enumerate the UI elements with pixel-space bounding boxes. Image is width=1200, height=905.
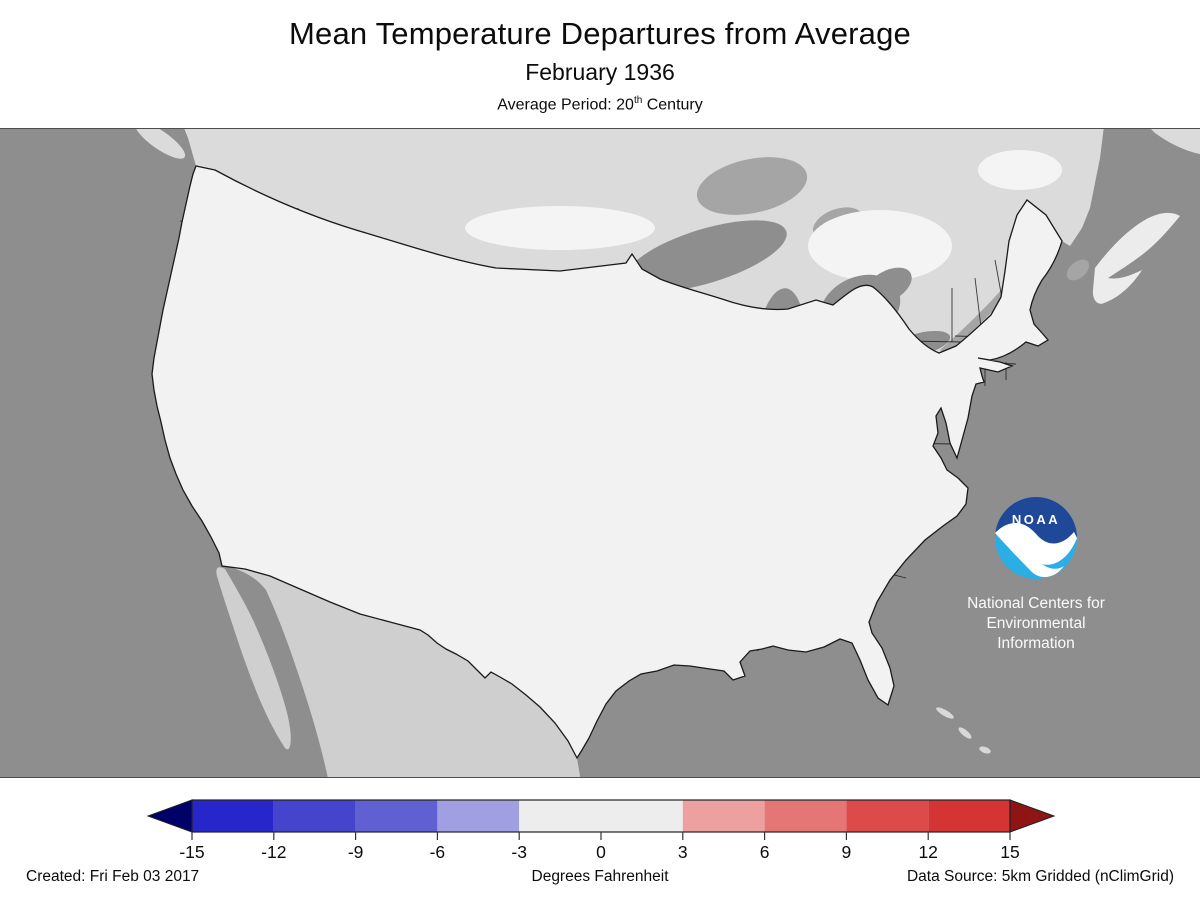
colorbar-segment-2 xyxy=(355,800,438,832)
page-subtitle: February 1936 xyxy=(525,59,675,85)
colorbar-tick-label: -9 xyxy=(348,842,364,862)
colorbar-tick-label: 15 xyxy=(1000,842,1019,862)
colorbar-segment-6 xyxy=(682,800,765,832)
colorbar-segment-8 xyxy=(846,800,929,832)
average-period-prefix: Average Period: 20 xyxy=(497,96,634,114)
colorbar-tick-label: 0 xyxy=(596,842,606,862)
colorbar-canvas: -15 -12 -9 -6 -3 0 3 6 9 12 15 xyxy=(146,799,1056,862)
colorbar-tick-label: 3 xyxy=(678,842,688,862)
map-canvas: NOAA National Centers for Environmental … xyxy=(0,118,1200,788)
noaa-seagull-icon xyxy=(995,522,1077,578)
colorbar-tickmarks xyxy=(191,832,1011,840)
colorbar-tick-label: 6 xyxy=(760,842,770,862)
footer: Created: Fri Feb 03 2017 Degrees Fahrenh… xyxy=(0,868,1200,886)
colorbar-segment-5 xyxy=(601,800,683,832)
noaa-caption-line1: National Centers for xyxy=(967,595,1105,612)
created-date: Created: Fri Feb 03 2017 xyxy=(26,868,200,885)
colorbar-tick-label: -6 xyxy=(430,842,446,862)
colorbar-tick-label: -3 xyxy=(511,842,527,862)
lake-superior xyxy=(625,220,787,292)
colorbar-segment-3 xyxy=(437,800,520,832)
colorbar-tick-label: 12 xyxy=(918,842,937,862)
colorbar-tick-label: 9 xyxy=(842,842,852,862)
canada-snow-patches xyxy=(465,150,1062,282)
colorbar-tick-labels: -15 -12 -9 -6 -3 0 3 6 9 12 15 xyxy=(179,842,1019,862)
bahamas-islands xyxy=(936,707,991,754)
colorbar-segment-9 xyxy=(928,800,1010,832)
noaa-logo-text: NOAA xyxy=(1012,512,1060,527)
noaa-caption-line2: Environmental xyxy=(986,615,1085,632)
average-period-suffix: Century xyxy=(642,96,703,114)
average-period-label: Average Period: 20th Century xyxy=(0,95,1200,114)
data-source: Data Source: 5km Gridded (nClimGrid) xyxy=(906,868,1174,885)
colorbar: -15 -12 -9 -6 -3 0 3 6 9 12 15 xyxy=(0,792,1200,866)
nova-scotia xyxy=(1092,212,1180,304)
colorbar-segment-1 xyxy=(273,800,356,832)
page-title: Mean Temperature Departures from Average xyxy=(288,16,911,51)
average-period-superscript: th xyxy=(633,95,643,106)
noaa-caption: National Centers for Environmental Infor… xyxy=(967,595,1105,652)
colorbar-left-arrow xyxy=(146,799,193,833)
colorbar-right-arrow xyxy=(1009,799,1056,833)
anomaly-map: NOAA National Centers for Environmental … xyxy=(0,118,1200,788)
colorbar-segment-4 xyxy=(519,800,601,832)
noaa-logo: NOAA xyxy=(995,497,1077,579)
colorbar-segment-0 xyxy=(192,800,274,832)
mexico-land xyxy=(216,565,582,788)
noaa-caption-line3: Information xyxy=(997,635,1075,652)
colorbar-tick-label: -15 xyxy=(179,842,204,862)
title-block: Mean Temperature Departures from Average… xyxy=(0,0,1200,114)
colorbar-segment-7 xyxy=(764,800,847,832)
colorbar-tick-label: -12 xyxy=(261,842,286,862)
colorbar-segments xyxy=(192,800,1010,832)
